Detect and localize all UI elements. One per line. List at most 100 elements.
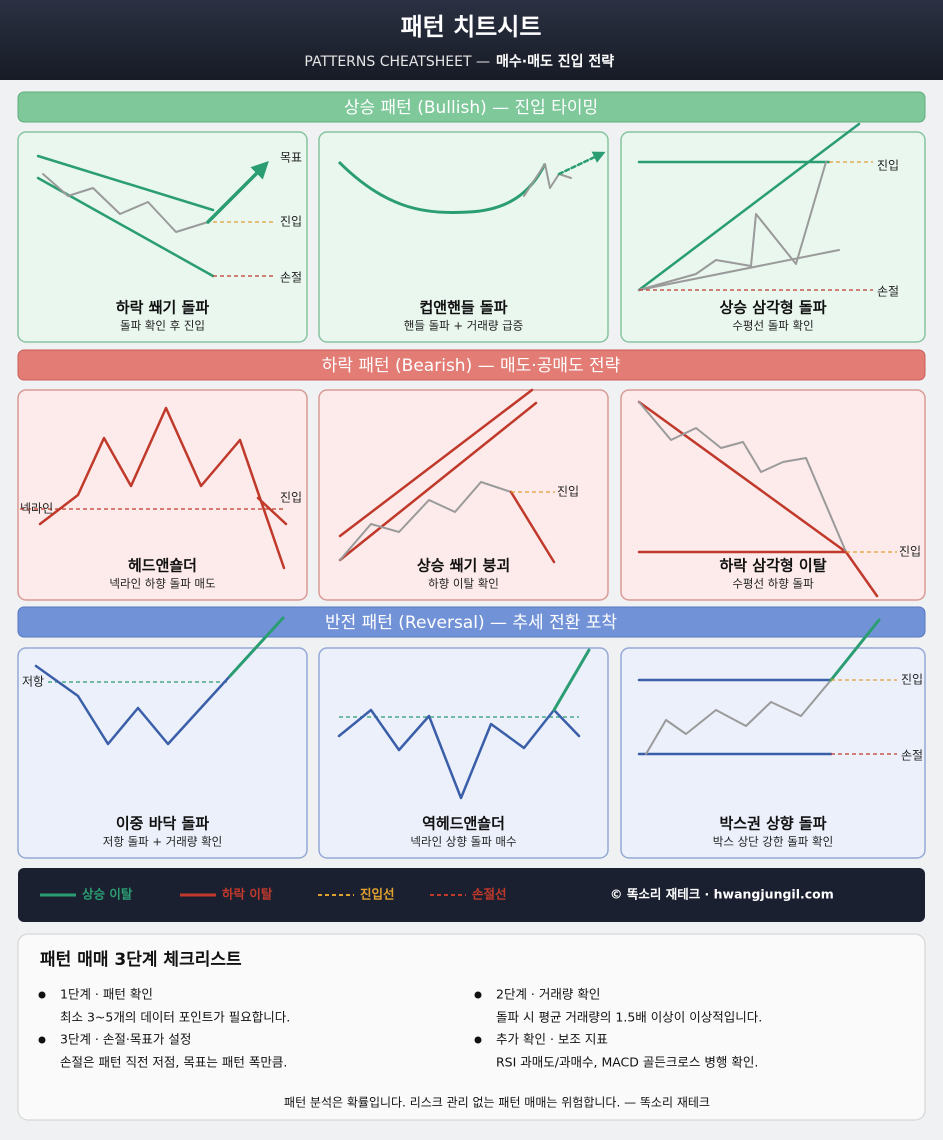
section-banner xyxy=(17,606,926,638)
pattern-name: 하락 삼각형 이탈 xyxy=(719,557,826,575)
pattern-line xyxy=(509,490,556,564)
pattern-line xyxy=(829,618,881,682)
pattern-line xyxy=(42,173,209,233)
pattern-line xyxy=(637,122,861,292)
pattern-drawing: 저항 xyxy=(22,616,285,746)
pattern-desc: 넥라인 상향 돌파 매수 xyxy=(410,835,516,849)
pattern-name: 하락 쐐기 돌파 xyxy=(116,299,209,317)
pattern-line xyxy=(637,400,848,554)
checklist-title: 패턴 매매 3단계 체크리스트 xyxy=(40,950,242,970)
section-title: 하락 패턴 (Bearish) — 매도·공매도 전략 xyxy=(322,356,621,376)
pattern-desc: 핸들 돌파 + 거래량 급증 xyxy=(404,319,523,333)
pattern-line xyxy=(552,648,591,712)
pattern-line xyxy=(844,550,879,598)
level-label: 저항 xyxy=(22,675,44,689)
checklist-footer: 패턴 분석은 확률입니다. 리스크 관리 없는 패턴 매매는 위험합니다. — … xyxy=(284,1096,710,1110)
pattern-desc: 수평선 하향 돌파 xyxy=(732,577,814,591)
pattern-line xyxy=(228,616,285,678)
pattern-line xyxy=(557,151,606,176)
level-label: 손절 xyxy=(901,749,923,763)
pattern-drawing: 진입 xyxy=(637,400,921,598)
pattern-name: 상승 삼각형 돌파 xyxy=(719,299,826,317)
pattern-line xyxy=(337,160,547,214)
bullet xyxy=(38,991,46,999)
pattern-line xyxy=(645,679,832,755)
check-body: 손절은 패턴 직전 저점, 목표는 패턴 폭만큼. xyxy=(60,1055,287,1070)
pattern-line xyxy=(36,154,215,212)
check-body: 돌파 시 평균 거래량의 1.5배 이상이 이상적입니다. xyxy=(496,1010,762,1025)
pattern-drawing: 넥라인 진입 xyxy=(20,406,302,570)
pattern-line xyxy=(523,163,572,197)
pattern-drawing xyxy=(337,648,591,800)
pattern-line xyxy=(34,664,232,746)
pattern-line xyxy=(638,161,827,291)
pattern-line xyxy=(256,496,288,526)
legend-label: 진입선 xyxy=(360,887,395,902)
level-label: 진입 xyxy=(899,545,921,559)
pattern-line xyxy=(338,401,538,562)
pattern-desc: 하향 이탈 확인 xyxy=(428,577,499,591)
pattern-desc: 넥라인 하향 돌파 매도 xyxy=(109,577,215,591)
pattern-name: 박스권 상향 돌파 xyxy=(719,815,826,833)
legend-label: 손절선 xyxy=(472,887,507,902)
pattern-line xyxy=(638,401,847,553)
pattern-line xyxy=(638,249,840,291)
level-label: 진입 xyxy=(877,159,899,173)
section-banner xyxy=(17,91,926,123)
pattern-line xyxy=(38,406,286,570)
level-label: 진입 xyxy=(901,673,923,687)
subtitle-ko: 매수·매도 진입 전략 xyxy=(496,53,614,70)
pattern-desc: 수평선 돌파 확인 xyxy=(732,319,813,333)
pattern-name: 역헤드앤숄더 xyxy=(422,815,505,833)
pattern-desc: 박스 상단 강한 돌파 확인 xyxy=(713,835,833,849)
pattern-card xyxy=(17,647,308,859)
check-head: 3단계 · 손절·목표가 설정 xyxy=(60,1032,191,1047)
check-head: 1단계 · 패턴 확인 xyxy=(60,987,153,1002)
pattern-drawing xyxy=(337,151,606,214)
check-body: 최소 3~5개의 데이터 포인트가 필요합니다. xyxy=(60,1010,290,1025)
credit: © 똑소리 재테크 · hwangjungil.com xyxy=(610,887,834,902)
pattern-card xyxy=(318,389,609,601)
check-head: 2단계 · 거래량 확인 xyxy=(496,987,600,1002)
section-title: 상승 패턴 (Bullish) — 진입 타이밍 xyxy=(344,98,598,118)
pattern-card xyxy=(17,389,308,601)
level-label: 손절 xyxy=(877,285,899,299)
bullet xyxy=(474,991,482,999)
pattern-card xyxy=(318,647,609,859)
section-banner xyxy=(17,349,926,381)
pattern-line xyxy=(339,481,512,561)
pattern-name: 컵앤핸들 돌파 xyxy=(419,299,507,317)
pattern-name: 헤드앤숄더 xyxy=(128,557,197,575)
header-bg xyxy=(0,0,943,80)
legend-bar xyxy=(18,868,925,922)
legend-label: 상승 이탈 xyxy=(82,887,133,902)
level-label: 진입 xyxy=(557,485,579,499)
pattern-card xyxy=(17,131,308,343)
section-title: 반전 패턴 (Reversal) — 추세 전환 포착 xyxy=(325,613,617,633)
pattern-drawing: 진입 xyxy=(338,388,579,564)
pattern-line xyxy=(338,388,534,538)
level-label: 넥라인 xyxy=(20,502,53,516)
level-label: 진입 xyxy=(280,215,302,229)
check-body: RSI 과매도/과매수, MACD 골든크로스 병행 확인. xyxy=(496,1055,758,1070)
level-label: 진입 xyxy=(280,491,302,505)
pattern-line xyxy=(337,708,581,800)
checklist-box xyxy=(17,933,926,1121)
pattern-card xyxy=(318,131,609,343)
pattern-name: 이중 바닥 돌파 xyxy=(116,815,209,833)
level-label: 목표 xyxy=(280,151,302,165)
subtitle-en: PATTERNS CHEATSHEET — xyxy=(304,54,490,70)
check-head: 추가 확인 · 보조 지표 xyxy=(496,1032,608,1047)
title: 패턴 치트시트 xyxy=(401,13,542,41)
pattern-desc: 돌파 확인 후 진입 xyxy=(120,319,205,333)
pattern-desc: 저항 돌파 + 거래량 확인 xyxy=(103,835,222,849)
pattern-name: 상승 쐐기 붕괴 xyxy=(417,557,510,575)
legend-label: 하락 이탈 xyxy=(222,887,273,902)
pattern-line xyxy=(206,161,269,224)
bullet xyxy=(474,1036,482,1044)
level-label: 손절 xyxy=(280,271,302,285)
